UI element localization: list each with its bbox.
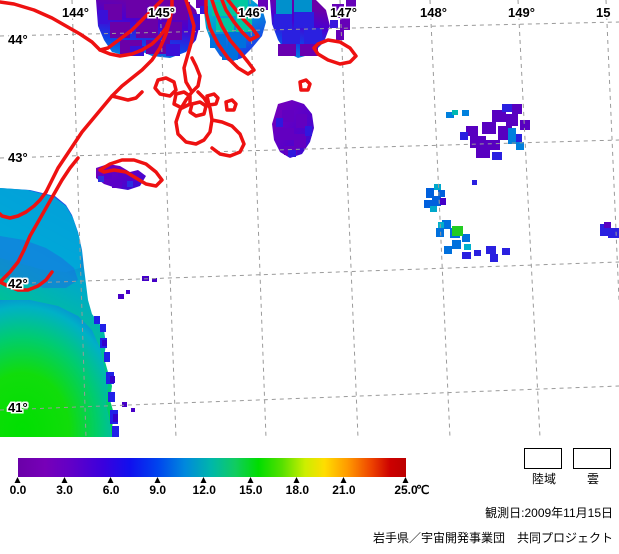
colorbar-tick bbox=[154, 477, 161, 483]
sst-map-canvas[interactable]: 144° 145° 146° 147° 148° 149° 15 44° 43°… bbox=[0, 0, 619, 438]
mask-legend: 陸域 雲 bbox=[524, 448, 619, 490]
map-graphics bbox=[0, 0, 619, 438]
colorbar-tick bbox=[61, 477, 68, 483]
longitude-label: 146° bbox=[238, 5, 265, 20]
land-swatch-box bbox=[524, 448, 562, 469]
colorbar-tick bbox=[200, 477, 207, 483]
colorbar-tick bbox=[340, 477, 347, 483]
latitude-label: 44° bbox=[8, 32, 28, 47]
sst-field-central-patch bbox=[272, 100, 314, 158]
colorbar-tick bbox=[14, 477, 21, 483]
colorbar-tick-label: 12.0 bbox=[192, 483, 216, 497]
coastlines bbox=[0, 0, 358, 292]
observation-date: 観測日:2009年11月15日 bbox=[485, 506, 613, 520]
longitude-label: 144° bbox=[62, 5, 89, 20]
map-gridlines bbox=[0, 0, 619, 438]
colorbar-tick bbox=[293, 477, 300, 483]
longitude-label: 147° bbox=[330, 5, 357, 20]
colorbar-tick bbox=[247, 477, 254, 483]
colorbar-tick bbox=[402, 477, 409, 483]
project-credit: 岩手県／宇宙開発事業団 共同プロジェクト bbox=[372, 531, 613, 545]
colorbar-gradient bbox=[18, 458, 406, 477]
colorbar-ticks bbox=[14, 477, 409, 484]
sst-field-scattered-east bbox=[424, 104, 619, 262]
longitude-label: 145° bbox=[148, 5, 175, 20]
colorbar-tick-label: 3.0 bbox=[56, 483, 73, 497]
colorbar-tick-label: 15.0 bbox=[239, 483, 263, 497]
colorbar-unit-label: ℃ bbox=[416, 483, 430, 497]
longitude-label: 148° bbox=[420, 5, 447, 20]
colorbar-tick-label: 18.0 bbox=[285, 483, 310, 497]
longitude-label: 149° bbox=[508, 5, 535, 20]
colorbar-tick-label: 21.0 bbox=[332, 483, 356, 497]
legend-item-land: 陸域 bbox=[524, 448, 564, 487]
latitude-label: 42° bbox=[8, 276, 28, 291]
colorbar-block: 0.0 3.0 6.0 9.0 12.0 15.0 18.0 21.0 25.0 ℃ bbox=[0, 438, 619, 546]
colorbar-tick bbox=[107, 477, 114, 483]
legend-item-cloud: 雲 bbox=[573, 448, 613, 487]
colorbar-tick-label: 25.0 bbox=[394, 483, 418, 497]
footer: 観測日:2009年11月15日 岩手県／宇宙開発事業団 共同プロジェクト bbox=[0, 504, 613, 554]
latitude-label: 41° bbox=[8, 400, 28, 415]
cloud-swatch-box bbox=[573, 448, 611, 469]
colorbar-tick-label: 0.0 bbox=[9, 483, 27, 497]
cloud-legend-label: 雲 bbox=[586, 472, 599, 486]
land-legend-label: 陸域 bbox=[531, 472, 556, 486]
colorbar-tick-label: 9.0 bbox=[149, 483, 167, 497]
colorbar-tick-label: 6.0 bbox=[102, 483, 120, 497]
latitude-label: 43° bbox=[8, 150, 28, 165]
longitude-label: 15 bbox=[596, 5, 611, 20]
sst-field-southwest bbox=[0, 188, 135, 437]
colorbar-tick-labels: 0.0 3.0 6.0 9.0 12.0 15.0 18.0 21.0 25.0 bbox=[10, 483, 438, 501]
